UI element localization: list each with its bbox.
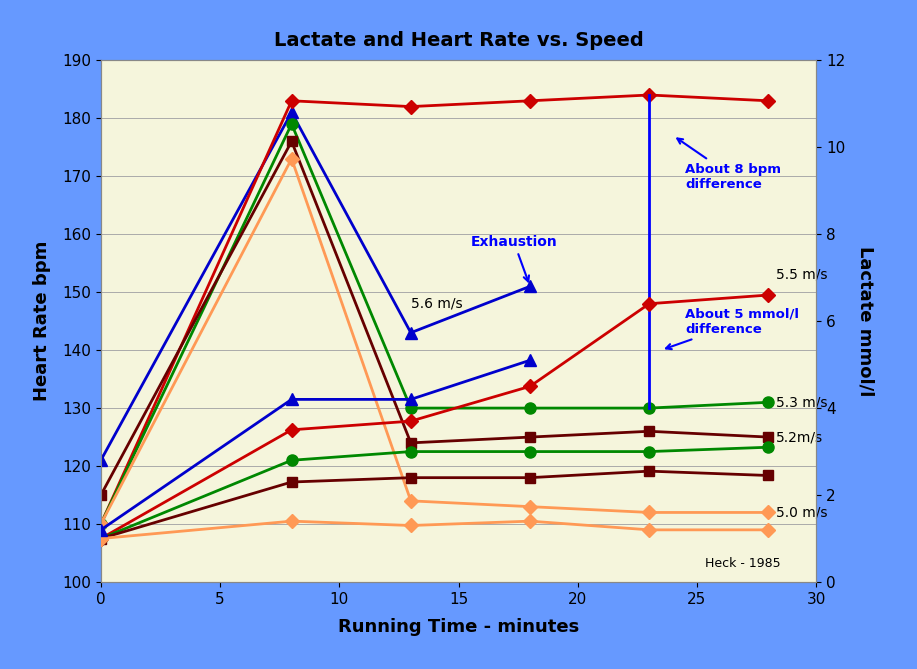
Text: 5.3 m/s: 5.3 m/s xyxy=(776,395,827,409)
Text: 5.6 m/s: 5.6 m/s xyxy=(411,297,462,310)
Text: 5.0 m/s: 5.0 m/s xyxy=(776,506,827,519)
Text: 5.2m/s: 5.2m/s xyxy=(776,430,823,444)
Text: Exhaustion: Exhaustion xyxy=(470,235,558,282)
Text: About 8 bpm
difference: About 8 bpm difference xyxy=(678,138,781,191)
Text: 5.5 m/s: 5.5 m/s xyxy=(776,268,827,282)
Y-axis label: Lactate mmol/l: Lactate mmol/l xyxy=(856,246,874,396)
Title: Lactate and Heart Rate vs. Speed: Lactate and Heart Rate vs. Speed xyxy=(273,31,644,50)
Text: About 5 mmol/l
difference: About 5 mmol/l difference xyxy=(666,308,799,349)
Text: Heck - 1985: Heck - 1985 xyxy=(705,557,780,571)
Y-axis label: Heart Rate bpm: Heart Rate bpm xyxy=(33,241,51,401)
X-axis label: Running Time - minutes: Running Time - minutes xyxy=(337,618,580,636)
